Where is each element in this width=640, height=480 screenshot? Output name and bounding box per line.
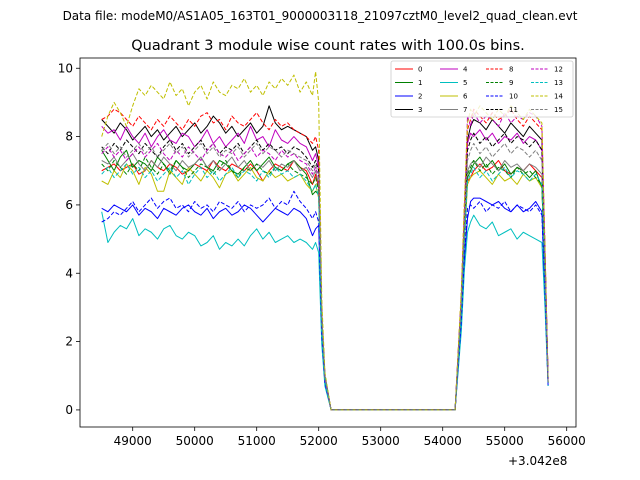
legend-label-13: 13	[554, 79, 563, 87]
x-tick-label: 51000	[238, 434, 276, 448]
legend-label-3: 3	[418, 106, 422, 114]
legend-label-5: 5	[463, 79, 467, 87]
y-tick-label: 2	[65, 335, 73, 349]
y-tick-label: 0	[65, 403, 73, 417]
plot-frame	[79, 57, 577, 428]
y-tick-label: 6	[65, 198, 73, 212]
legend-frame	[390, 60, 574, 118]
suptitle: Data file: modeM0/AS1A05_163T01_90000031…	[63, 9, 578, 23]
legend-label-10: 10	[509, 93, 518, 101]
legend-label-11: 11	[509, 106, 518, 114]
legend-label-0: 0	[418, 66, 422, 74]
y-axis: 0 2 4 6 8 10	[58, 61, 80, 417]
x-tick-label: 53000	[362, 434, 400, 448]
x-tick-label: 50000	[176, 434, 214, 448]
y-tick-label: 10	[58, 61, 73, 75]
legend-label-2: 2	[418, 93, 422, 101]
series-line-15	[101, 142, 549, 411]
legend-label-9: 9	[509, 79, 513, 87]
series-line-10	[101, 190, 549, 411]
plot-lines	[101, 71, 549, 411]
x-tick-label: 56000	[548, 434, 586, 448]
x-tick-label: 52000	[300, 434, 338, 448]
legend-label-4: 4	[463, 66, 468, 74]
x-tick-label: 54000	[424, 434, 462, 448]
legend-label-8: 8	[509, 66, 513, 74]
legend-label-1: 1	[418, 79, 422, 87]
y-tick-label: 8	[65, 130, 73, 144]
legend-label-12: 12	[554, 66, 563, 74]
x-offset-label: +3.042e8	[508, 454, 567, 468]
x-axis: 49000 50000 51000 52000 53000 54000 55000 56000	[114, 427, 586, 448]
y-tick-label: 4	[65, 266, 73, 280]
series-line-14	[101, 71, 549, 411]
legend-label-6: 6	[463, 93, 468, 101]
x-tick-label: 49000	[114, 434, 152, 448]
chart-title: Quadrant 3 module wise count rates with …	[131, 38, 525, 54]
x-tick-label: 55000	[486, 434, 524, 448]
legend-label-15: 15	[554, 106, 563, 114]
legend-label-14: 14	[554, 93, 563, 101]
legend-label-7: 7	[463, 106, 467, 114]
